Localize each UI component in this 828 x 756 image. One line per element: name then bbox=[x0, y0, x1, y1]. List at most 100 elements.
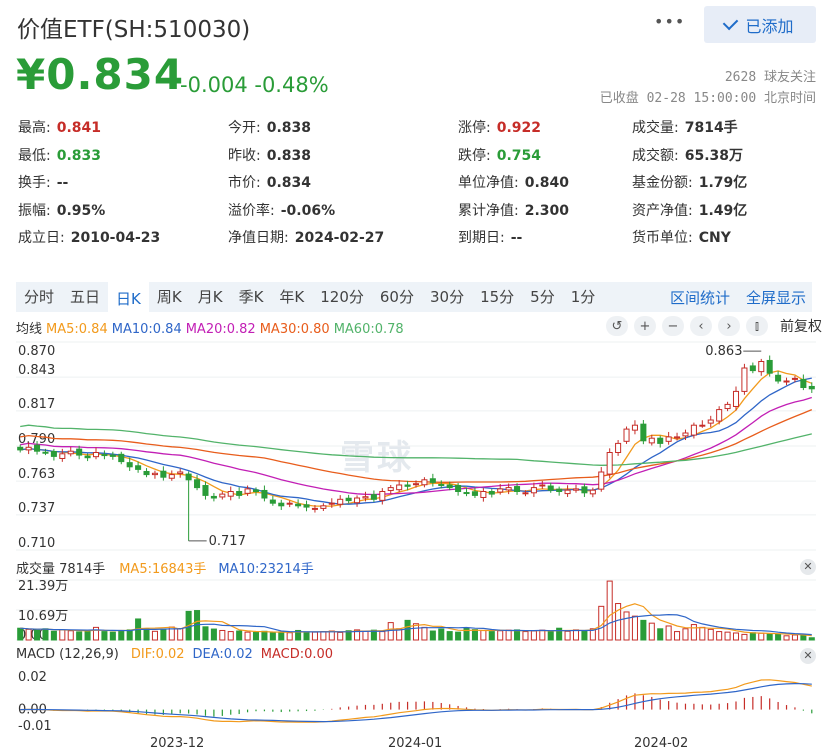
tab-月K[interactable]: 月K bbox=[197, 288, 223, 306]
candle bbox=[766, 355, 773, 377]
stat-label: 净值日期: bbox=[228, 230, 289, 246]
dea-line bbox=[20, 682, 812, 723]
volume-bar bbox=[126, 629, 133, 641]
candle bbox=[387, 485, 394, 494]
tab-日K[interactable]: 日K bbox=[108, 282, 149, 312]
volume-tick-label: 21.39万 bbox=[18, 579, 68, 594]
volume-bar bbox=[707, 628, 714, 641]
candle bbox=[286, 500, 293, 508]
stat-value: -- bbox=[510, 230, 523, 246]
tab-5分[interactable]: 5分 bbox=[530, 288, 555, 306]
tab-季K[interactable]: 季K bbox=[238, 288, 264, 306]
added-watchlist-button[interactable]: 已添加 bbox=[704, 6, 816, 43]
price-adjust-select[interactable]: 前复权 bbox=[780, 319, 822, 335]
scroll-right-icon[interactable]: › bbox=[718, 316, 740, 336]
volume-ma5-line bbox=[20, 603, 812, 637]
more-options-button[interactable]: ••• bbox=[654, 12, 686, 31]
candle bbox=[362, 491, 369, 502]
volume-bar bbox=[345, 630, 352, 641]
volume-bar bbox=[547, 631, 554, 641]
tab-120分[interactable]: 120分 bbox=[320, 288, 364, 306]
tab-分时[interactable]: 分时 bbox=[24, 288, 55, 306]
close-volume-icon[interactable]: ✕ bbox=[800, 559, 816, 575]
stat-label: 涨停: bbox=[458, 120, 491, 136]
dif-line bbox=[20, 679, 812, 723]
stat-value: 0.841 bbox=[56, 120, 102, 136]
volume-bar bbox=[783, 635, 790, 641]
volume-bar bbox=[530, 630, 537, 641]
candle bbox=[210, 493, 217, 502]
stat-value: 2024-02-27 bbox=[294, 230, 385, 246]
tab-年K[interactable]: 年K bbox=[279, 288, 305, 306]
stat-label: 最高: bbox=[18, 120, 51, 136]
candle bbox=[101, 450, 108, 460]
volume-bar bbox=[732, 632, 740, 641]
volume-bar bbox=[640, 619, 647, 641]
tab-15分[interactable]: 15分 bbox=[480, 288, 515, 306]
tab-1分[interactable]: 1分 bbox=[570, 288, 596, 306]
volume-bar bbox=[429, 630, 436, 641]
tab-五日[interactable]: 五日 bbox=[70, 288, 101, 306]
volume-bar bbox=[522, 631, 529, 641]
candle bbox=[278, 499, 285, 510]
volume-bar bbox=[278, 631, 285, 641]
volume-bar bbox=[379, 631, 386, 641]
candle bbox=[783, 377, 790, 386]
kline-chart[interactable]: 0.8700.8430.8170.7900.7630.7370.7100.863… bbox=[16, 338, 816, 556]
ma-legend-title: 均线 bbox=[16, 322, 43, 337]
candle bbox=[177, 468, 184, 478]
tab-60分[interactable]: 60分 bbox=[379, 288, 414, 306]
candle bbox=[488, 488, 495, 498]
candle bbox=[261, 485, 268, 502]
tab-周K[interactable]: 周K bbox=[156, 288, 182, 306]
macd-chart[interactable]: 0.020.00-0.01 bbox=[16, 664, 816, 734]
volume-bar bbox=[463, 627, 470, 641]
stat-label: 振幅: bbox=[18, 202, 51, 219]
stat-label: 最低: bbox=[18, 147, 51, 164]
zoom-in-icon[interactable]: + bbox=[634, 316, 656, 336]
stat-label: 成立日: bbox=[18, 230, 65, 246]
candle bbox=[615, 440, 622, 456]
candle bbox=[581, 483, 588, 497]
volume-bar bbox=[724, 631, 731, 641]
candle bbox=[690, 422, 697, 439]
market-status-time: 已收盘 02-28 15:00:00 北京时间 bbox=[599, 91, 816, 106]
high-annotation: 0.863 bbox=[705, 344, 742, 359]
candle bbox=[674, 432, 681, 441]
candle bbox=[76, 445, 83, 460]
stat-item: 净值日期: 2024-02-27 bbox=[228, 227, 384, 247]
ma60-line bbox=[20, 424, 812, 466]
candle bbox=[724, 401, 731, 412]
current-price: ¥0.834 bbox=[16, 50, 185, 99]
stat-item: 最高: 0.841 bbox=[18, 117, 101, 137]
candle bbox=[741, 363, 748, 395]
volume-bar bbox=[690, 624, 697, 641]
volume-legend: 成交量 7814手 MA5:16843手 MA10:23214手 bbox=[16, 558, 816, 577]
zoom-out-icon[interactable]: − bbox=[662, 316, 684, 336]
volume-bar bbox=[497, 630, 504, 641]
candle bbox=[109, 451, 116, 460]
undo-icon[interactable]: ↺ bbox=[606, 316, 628, 336]
chart-link[interactable]: 全屏显示 bbox=[745, 288, 806, 307]
follower-count[interactable]: 2628 球友关注 bbox=[724, 70, 816, 85]
macd-legend-item: MACD:0.00 bbox=[260, 647, 334, 662]
stat-value: 0.840 bbox=[524, 175, 570, 191]
volume-bar bbox=[252, 631, 260, 641]
candle-icon[interactable]: ⫾ bbox=[746, 316, 768, 336]
volume-bar bbox=[295, 629, 302, 641]
scroll-left-icon[interactable]: ‹ bbox=[690, 316, 712, 336]
stat-value: 2.300 bbox=[524, 202, 570, 219]
volume-bar bbox=[244, 631, 251, 641]
candle bbox=[463, 487, 470, 497]
volume-bar bbox=[800, 635, 807, 641]
close-macd-icon[interactable]: ✕ bbox=[800, 648, 816, 664]
volume-bar bbox=[488, 631, 495, 641]
chart-link[interactable]: 区间统计 bbox=[669, 288, 730, 307]
candle bbox=[648, 434, 655, 446]
candle bbox=[657, 435, 664, 448]
volume-bar bbox=[631, 615, 638, 641]
volume-bar bbox=[202, 626, 209, 641]
tab-30分[interactable]: 30分 bbox=[429, 288, 465, 306]
candle bbox=[556, 486, 563, 496]
